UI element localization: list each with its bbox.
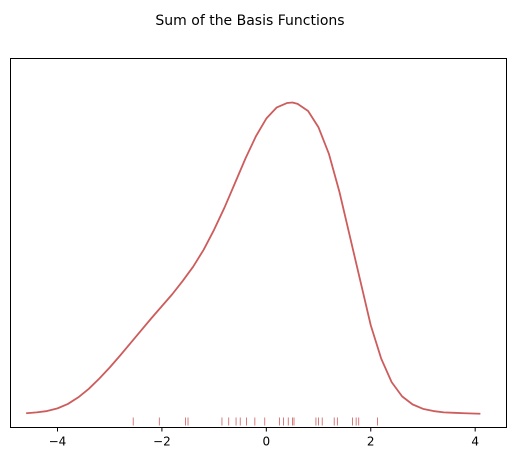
chart-title: Sum of the Basis Functions — [155, 13, 344, 29]
plot-frame — [10, 58, 507, 428]
rug-layer — [132, 417, 378, 426]
x-tick-label: 2 — [367, 435, 375, 449]
curve-layer — [26, 101, 481, 415]
x-tick-label: 0 — [263, 435, 271, 449]
x-axis: −4 −2 0 2 4 — [49, 427, 479, 449]
x-tick-label: 4 — [471, 435, 479, 449]
x-tick-label: −2 — [153, 435, 171, 449]
x-tick-label: −4 — [49, 435, 67, 449]
sum-curve — [26, 101, 481, 415]
